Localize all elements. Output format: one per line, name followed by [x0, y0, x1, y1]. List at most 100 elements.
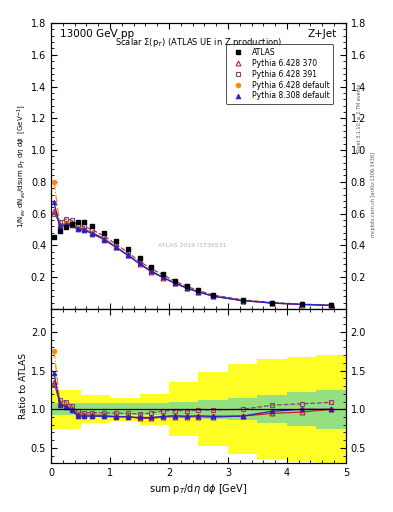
Legend: ATLAS, Pythia 6.428 370, Pythia 6.428 391, Pythia 6.428 default, Pythia 8.308 de: ATLAS, Pythia 6.428 370, Pythia 6.428 39…: [226, 44, 333, 104]
Pythia 6.428 default: [114, 244, 118, 250]
Pythia 6.428 391: [75, 222, 80, 228]
Pythia 6.428 391: [125, 249, 130, 255]
ATLAS: [58, 228, 62, 234]
ATLAS: [161, 271, 165, 278]
ATLAS: [52, 233, 57, 240]
Pythia 8.308 default: [64, 222, 68, 228]
Pythia 8.308 default: [211, 293, 216, 299]
Text: ATLAS 2019 I1736531: ATLAS 2019 I1736531: [158, 244, 227, 248]
Pythia 8.308 default: [52, 199, 57, 205]
Pythia 6.428 370: [102, 236, 107, 242]
Pythia 6.428 370: [299, 302, 304, 308]
ATLAS: [75, 219, 80, 225]
Line: Pythia 6.428 370: Pythia 6.428 370: [51, 209, 334, 308]
Text: Scalar $\Sigma$(p$_T$) (ATLAS UE in Z production): Scalar $\Sigma$(p$_T$) (ATLAS UE in Z pr…: [115, 36, 282, 49]
Pythia 8.308 default: [241, 297, 245, 304]
Y-axis label: Ratio to ATLAS: Ratio to ATLAS: [19, 353, 28, 419]
Text: 13000 GeV pp: 13000 GeV pp: [60, 29, 134, 39]
Pythia 6.428 391: [241, 297, 245, 303]
Pythia 6.428 391: [90, 227, 95, 233]
Pythia 6.428 default: [75, 226, 80, 232]
ATLAS: [241, 297, 245, 303]
Pythia 6.428 370: [196, 289, 201, 295]
Pythia 8.308 default: [125, 252, 130, 258]
Pythia 6.428 370: [161, 274, 165, 281]
Pythia 6.428 370: [75, 225, 80, 231]
Pythia 6.428 default: [270, 300, 275, 306]
Pythia 6.428 391: [102, 233, 107, 239]
Pythia 6.428 default: [58, 222, 62, 228]
Pythia 8.308 default: [102, 237, 107, 243]
Pythia 8.308 default: [90, 230, 95, 237]
Pythia 6.428 370: [149, 269, 154, 275]
ATLAS: [81, 219, 86, 225]
ATLAS: [149, 264, 154, 270]
Pythia 6.428 391: [137, 258, 142, 264]
Pythia 6.428 default: [173, 280, 177, 286]
Pythia 6.428 default: [90, 230, 95, 237]
ATLAS: [329, 302, 333, 308]
Pythia 6.428 391: [299, 301, 304, 307]
Pythia 8.308 default: [196, 289, 201, 295]
Pythia 6.428 391: [196, 287, 201, 293]
Pythia 8.308 default: [69, 222, 74, 228]
ATLAS: [184, 283, 189, 289]
ATLAS: [125, 246, 130, 252]
Pythia 6.428 391: [270, 300, 275, 306]
Pythia 6.428 391: [58, 219, 62, 225]
Pythia 6.428 391: [161, 272, 165, 278]
Pythia 8.308 default: [81, 227, 86, 233]
Pythia 8.308 default: [114, 244, 118, 250]
Pythia 6.428 370: [270, 300, 275, 306]
Line: Pythia 6.428 391: Pythia 6.428 391: [51, 211, 334, 308]
Pythia 6.428 default: [161, 274, 165, 281]
X-axis label: sum p$_T$/d$\eta$ d$\phi$ [GeV]: sum p$_T$/d$\eta$ d$\phi$ [GeV]: [149, 482, 248, 497]
Pythia 6.428 370: [211, 293, 216, 300]
Pythia 8.308 default: [75, 226, 80, 232]
ATLAS: [64, 224, 68, 230]
Pythia 6.428 370: [125, 252, 130, 258]
Pythia 6.428 391: [329, 302, 333, 308]
Pythia 6.428 370: [90, 229, 95, 236]
Pythia 6.428 391: [149, 266, 154, 272]
Pythia 6.428 default: [81, 227, 86, 233]
Pythia 6.428 370: [184, 285, 189, 291]
ATLAS: [90, 223, 95, 229]
Text: Z+Jet: Z+Jet: [308, 29, 337, 39]
Pythia 8.308 default: [184, 285, 189, 291]
Pythia 6.428 370: [81, 226, 86, 232]
Pythia 8.308 default: [149, 268, 154, 274]
Pythia 6.428 default: [102, 237, 107, 243]
ATLAS: [211, 292, 216, 298]
Pythia 6.428 default: [69, 222, 74, 228]
Pythia 6.428 370: [173, 280, 177, 286]
ATLAS: [102, 229, 107, 236]
Pythia 6.428 370: [241, 297, 245, 304]
Pythia 8.308 default: [329, 302, 333, 308]
Pythia 6.428 default: [184, 285, 189, 291]
Text: Rivet 3.1.10, ≥ 2.7M events: Rivet 3.1.10, ≥ 2.7M events: [357, 83, 362, 152]
Pythia 8.308 default: [270, 300, 275, 306]
Pythia 6.428 391: [114, 241, 118, 247]
ATLAS: [137, 255, 142, 261]
Pythia 6.428 370: [114, 244, 118, 250]
Pythia 6.428 391: [211, 292, 216, 298]
Text: mcplots.cern.ch [arXiv:1306.3436]: mcplots.cern.ch [arXiv:1306.3436]: [371, 152, 376, 237]
Pythia 6.428 370: [69, 220, 74, 226]
Pythia 6.428 default: [196, 289, 201, 295]
Pythia 6.428 370: [329, 302, 333, 308]
Pythia 6.428 default: [149, 268, 154, 274]
Pythia 8.308 default: [58, 223, 62, 229]
Y-axis label: 1/N$_{ev}$ dN$_{ev}$/dsum p$_T$ d$\eta$ d$\phi$  [GeV$^{-1}$]: 1/N$_{ev}$ dN$_{ev}$/dsum p$_T$ d$\eta$ …: [15, 104, 28, 228]
ATLAS: [299, 302, 304, 308]
Line: Pythia 6.428 default: Pythia 6.428 default: [51, 179, 334, 308]
Pythia 6.428 default: [125, 252, 130, 258]
ATLAS: [114, 238, 118, 244]
Pythia 8.308 default: [161, 274, 165, 281]
ATLAS: [69, 221, 74, 227]
Pythia 6.428 default: [64, 220, 68, 226]
Pythia 6.428 391: [52, 210, 57, 217]
Pythia 6.428 391: [69, 217, 74, 223]
Pythia 6.428 370: [58, 222, 62, 228]
Pythia 6.428 370: [64, 221, 68, 227]
